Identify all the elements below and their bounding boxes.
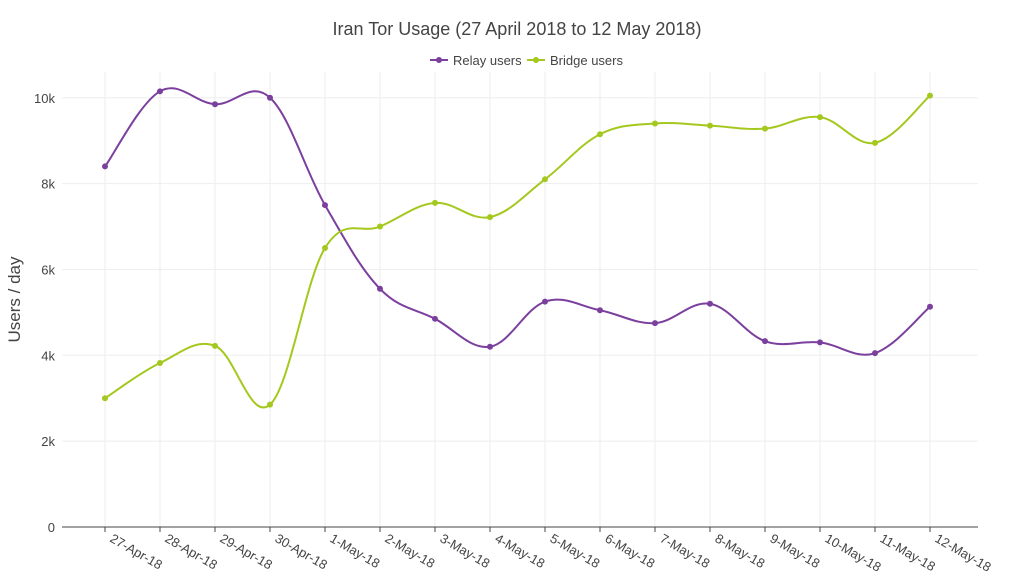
x-tick-label: 11-May-18 (878, 531, 938, 575)
data-point[interactable] (927, 92, 933, 99)
data-point[interactable] (597, 307, 603, 314)
data-point[interactable] (707, 122, 713, 129)
y-tick-label: 0 (48, 520, 55, 535)
x-tick-label: 8-May-18 (713, 531, 768, 571)
x-tick-label: 27-Apr-18 (108, 531, 166, 573)
data-point[interactable] (102, 163, 108, 170)
data-point[interactable] (652, 120, 658, 127)
y-tick-label: 4k (41, 348, 55, 363)
x-tick-label: 6-May-18 (603, 531, 658, 571)
x-tick-label: 12-May-18 (933, 531, 994, 575)
y-axis-label: Users / day (5, 256, 24, 342)
data-point[interactable] (762, 125, 768, 132)
legend-label: Bridge users (550, 53, 623, 68)
data-point[interactable] (872, 350, 878, 357)
series-relay-users (102, 87, 933, 357)
data-point[interactable] (542, 176, 548, 183)
data-point[interactable] (322, 244, 328, 251)
data-point[interactable] (432, 199, 438, 206)
y-tick-label: 10k (34, 91, 55, 106)
data-point[interactable] (432, 315, 438, 322)
data-point[interactable] (157, 360, 163, 367)
y-tick-label: 8k (41, 177, 55, 192)
legend-item[interactable]: Bridge users (527, 53, 623, 68)
series-layer (102, 87, 933, 409)
x-tick-label: 30-Apr-18 (273, 531, 331, 573)
x-tick-label: 29-Apr-18 (218, 531, 276, 573)
series-bridge-users (102, 92, 933, 409)
data-point[interactable] (212, 342, 218, 349)
legend-swatch-marker (436, 57, 442, 63)
data-point[interactable] (872, 139, 878, 146)
data-point[interactable] (487, 214, 493, 221)
data-point[interactable] (157, 88, 163, 95)
data-point[interactable] (597, 131, 603, 138)
data-point[interactable] (212, 101, 218, 108)
data-point[interactable] (762, 338, 768, 345)
legend-item[interactable]: Relay users (430, 53, 522, 68)
gridlines (62, 72, 978, 527)
x-tick-label: 28-Apr-18 (163, 531, 221, 573)
x-tick-label: 2-May-18 (383, 531, 438, 571)
data-point[interactable] (487, 343, 493, 350)
data-point[interactable] (377, 285, 383, 292)
data-point[interactable] (267, 94, 273, 101)
data-point[interactable] (267, 401, 273, 408)
x-tick-label: 1-May-18 (328, 531, 383, 571)
data-point[interactable] (377, 223, 383, 230)
x-tick-label: 10-May-18 (823, 531, 884, 575)
x-tick-label: 9-May-18 (768, 531, 823, 571)
data-point[interactable] (652, 320, 658, 327)
x-tick-label: 5-May-18 (548, 531, 603, 571)
y-axis: 0 2k 4k 6k 8k 10k (34, 91, 55, 535)
legend-swatch-marker (533, 57, 539, 63)
legend[interactable]: Relay users Bridge users (430, 53, 623, 68)
data-point[interactable] (927, 303, 933, 310)
x-tick-label: 7-May-18 (658, 531, 713, 571)
y-tick-label: 2k (41, 434, 55, 449)
x-tick-label: 4-May-18 (493, 531, 548, 571)
data-point[interactable] (707, 300, 713, 307)
y-tick-label: 6k (41, 262, 55, 277)
series-line (104, 87, 931, 356)
x-axis: 27-Apr-1828-Apr-1829-Apr-1830-Apr-181-Ma… (104, 527, 994, 575)
x-tick-label: 3-May-18 (438, 531, 493, 571)
chart-title: Iran Tor Usage (27 April 2018 to 12 May … (333, 19, 702, 39)
series-line (104, 94, 931, 409)
legend-label: Relay users (453, 53, 522, 68)
data-point[interactable] (322, 202, 328, 209)
data-point[interactable] (817, 114, 823, 121)
data-point[interactable] (817, 339, 823, 346)
data-point[interactable] (102, 395, 108, 402)
data-point[interactable] (542, 298, 548, 305)
